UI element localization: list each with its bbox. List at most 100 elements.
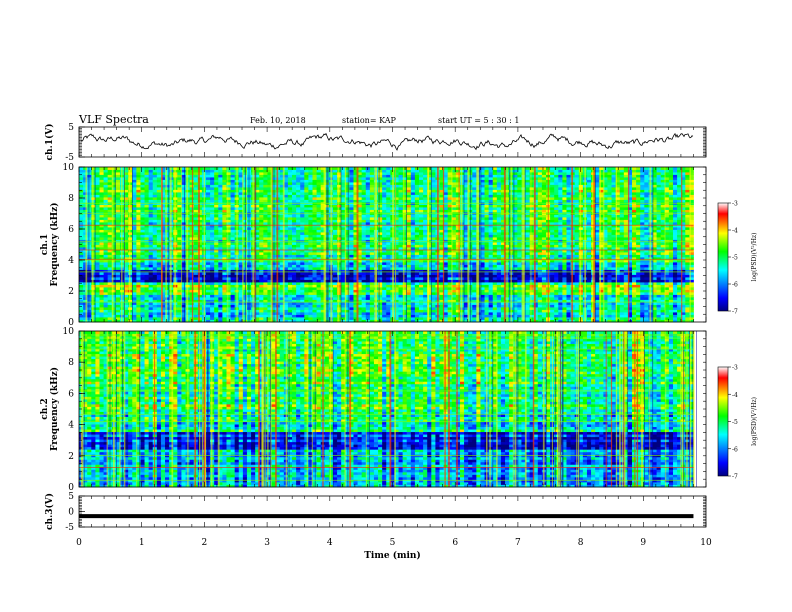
spectrogram-cell <box>263 307 268 310</box>
spectrogram-cell <box>259 244 264 248</box>
spectrogram-cell <box>296 317 301 320</box>
spectrogram-cell <box>537 277 543 280</box>
spectrogram-cell <box>259 299 264 303</box>
spectrogram-cell <box>259 277 264 280</box>
spectrogram-cell <box>402 317 408 320</box>
spectrogram-cell <box>111 312 117 315</box>
spectrogram-cell <box>554 277 559 280</box>
spectrogram-cell <box>242 292 248 295</box>
spectrogram-cell <box>332 314 338 318</box>
spectrogram-cell <box>533 312 539 315</box>
spectrogram-cell <box>484 252 490 255</box>
spectrogram-cell <box>496 284 502 288</box>
spectrogram-cell <box>349 289 354 293</box>
spectrogram-cell <box>218 284 223 288</box>
spectrogram-cell <box>566 299 571 303</box>
spectrogram-cell <box>451 314 457 318</box>
spectrogram-cell <box>238 289 244 293</box>
spectrogram-cell <box>636 319 641 323</box>
spectrogram-cell <box>664 284 670 288</box>
spectrogram-cell <box>455 279 461 283</box>
spectrogram-cell <box>554 302 559 305</box>
spectrogram-cell <box>484 304 490 308</box>
spectrogram-cell <box>218 299 223 303</box>
spectrogram-cell <box>672 252 678 255</box>
spectrogram-cell <box>398 317 404 320</box>
spectrogram-cell <box>414 314 420 318</box>
spectrogram-cell <box>529 312 535 315</box>
spectrogram-cell <box>574 297 580 300</box>
spectrogram-cell <box>677 317 682 320</box>
spectrogram-cell <box>472 247 477 250</box>
spectrogram-cell <box>369 312 375 315</box>
spectrogram-cell <box>500 314 506 318</box>
ch1-spectrogram-cells <box>79 167 694 323</box>
spectrogram-cell <box>152 242 158 245</box>
spectrogram-cell <box>529 264 535 268</box>
spectrogram-cell <box>586 254 592 258</box>
spectrogram-cell <box>193 289 199 293</box>
station-label: station= KAP <box>342 116 396 125</box>
spectrogram-cell <box>603 312 608 315</box>
spectrogram-cell <box>300 252 305 255</box>
spectrogram-cell <box>349 279 354 283</box>
spectrogram-cell <box>488 282 494 285</box>
spectrogram-cell <box>341 312 346 315</box>
spectrogram-cell <box>636 294 641 298</box>
spectrogram-cell <box>259 242 264 245</box>
spectrogram-cell <box>419 299 424 303</box>
spectrogram-cell <box>136 237 141 240</box>
spectrogram-cell <box>132 247 137 250</box>
spectrogram-cell <box>562 242 567 245</box>
spectrogram-cell <box>488 279 494 283</box>
spectrogram-cell <box>79 294 84 298</box>
spectrogram-cell <box>529 244 535 248</box>
spectrogram-cell <box>406 289 412 293</box>
spectrogram-cell <box>419 319 424 323</box>
spectrogram-cell <box>550 289 555 293</box>
spectrogram-cell <box>529 274 535 278</box>
spectrogram-cell <box>419 289 424 293</box>
spectrogram-cell <box>611 307 617 310</box>
spectrogram-cell <box>632 272 637 275</box>
spectrogram-cell <box>218 277 223 280</box>
spectrogram-cell <box>566 294 571 298</box>
spectrogram-cell <box>406 304 412 308</box>
spectrogram-cell <box>386 254 391 258</box>
spectrogram-cell <box>337 317 342 320</box>
spectrogram-cell <box>619 317 625 320</box>
spectrogram-cell <box>316 319 322 323</box>
spectrogram-cell <box>136 299 141 303</box>
spectrogram-cell <box>529 297 535 300</box>
spectrogram-cell <box>349 247 354 250</box>
spectrogram-cell <box>300 302 305 305</box>
spectrogram-cell <box>464 317 469 320</box>
spectrogram-cell <box>79 274 84 278</box>
spectrogram-cell <box>529 289 535 293</box>
spectrogram-cell <box>87 299 92 303</box>
spectrogram-cell <box>177 272 182 275</box>
spectrogram-cell <box>464 297 469 300</box>
spectrogram-cell <box>627 302 633 305</box>
spectrogram-cell <box>287 307 293 310</box>
spectrogram-cell <box>181 289 186 293</box>
spectrogram-cell <box>529 317 535 320</box>
spectrogram-cell <box>197 319 203 323</box>
spectrogram-cell <box>574 254 580 258</box>
spectrogram-cell <box>632 279 637 283</box>
spectrogram-cell <box>423 287 428 290</box>
spectrogram-cell <box>611 254 617 258</box>
spectrogram-cell <box>87 289 92 293</box>
spectrogram-cell <box>541 274 547 278</box>
spectrogram-cell <box>668 319 674 323</box>
spectrogram-cell <box>320 297 326 300</box>
spectrogram-cell <box>431 262 436 265</box>
spectrogram-cell <box>681 292 686 295</box>
spectrogram-cell <box>83 289 88 293</box>
spectrogram-cell <box>365 284 371 288</box>
spectrogram-cell <box>672 299 678 303</box>
spectrogram-cell <box>500 309 506 313</box>
spectrogram-cell <box>607 267 612 270</box>
spectrogram-cell <box>292 299 297 303</box>
spectrogram-cell <box>304 274 309 278</box>
